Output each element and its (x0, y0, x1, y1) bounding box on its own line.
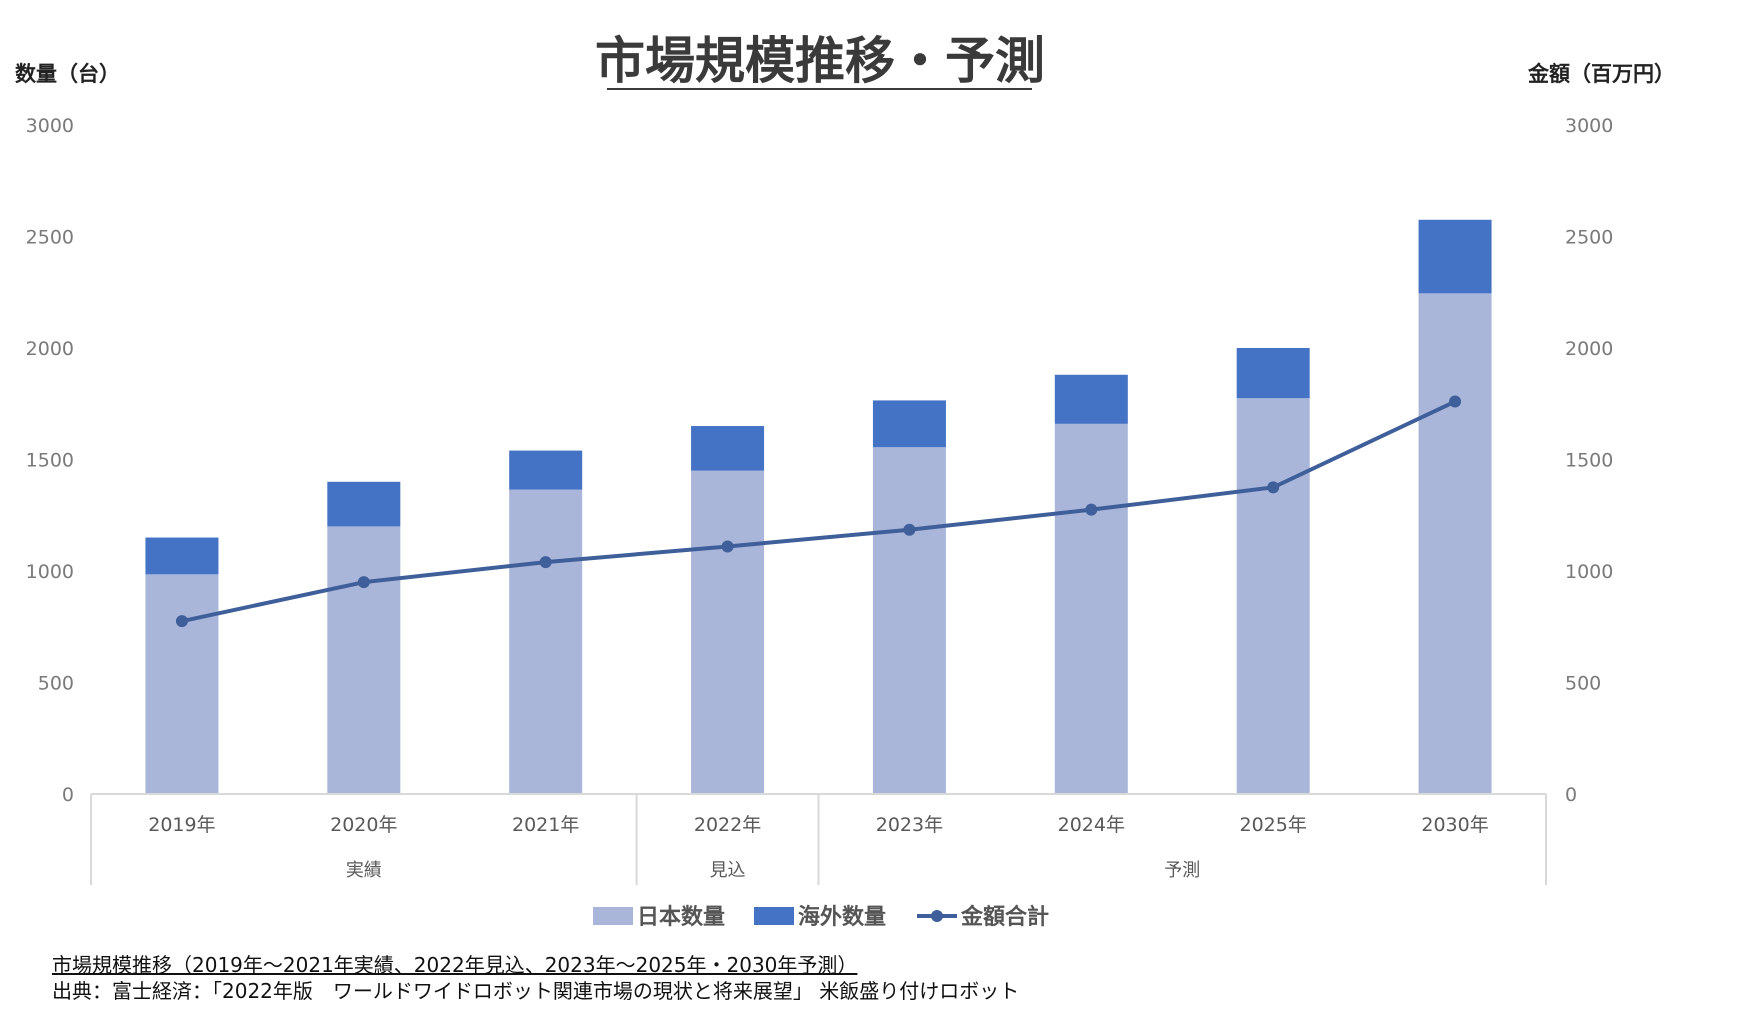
x-tick-label-4: 2023年 (876, 814, 943, 836)
y-tick-right-1000: 1000 (1565, 561, 1613, 583)
bar-japan-0 (145, 574, 219, 794)
line-point-1 (357, 576, 370, 589)
line-point-5 (1085, 503, 1098, 516)
bar-japan-6 (1236, 398, 1310, 794)
bar-overseas-1 (327, 481, 401, 527)
x-tick-label-5: 2024年 (1058, 814, 1125, 836)
line-point-7 (1449, 395, 1462, 408)
chart-caption: 市場規模推移（2019年～2021年実績、2022年見込、2023年～2025年… (52, 953, 858, 977)
y-tick-left-1000: 1000 (26, 561, 74, 583)
legend-marker-2 (931, 910, 943, 922)
bar-japan-3 (691, 470, 765, 794)
line-point-3 (721, 540, 734, 553)
legend-swatch-0 (593, 907, 633, 925)
y-tick-right-1500: 1500 (1565, 450, 1613, 472)
bar-japan-2 (509, 489, 583, 794)
y-tick-right-2500: 2500 (1565, 227, 1613, 249)
y-tick-left-1500: 1500 (26, 450, 74, 472)
group-label-2: 予測 (1164, 860, 1200, 881)
bar-overseas-5 (1054, 374, 1128, 424)
y-tick-right-3000: 3000 (1565, 115, 1613, 137)
source-note: 出典：富士経済：「2022年版 ワールドワイドロボット関連市場の現状と将来展望」… (52, 979, 1020, 1003)
y-tick-left-500: 500 (38, 673, 74, 695)
left-axis-title: 数量（台） (15, 62, 120, 86)
x-tick-label-0: 2019年 (148, 814, 215, 836)
legend-label-1: 海外数量 (798, 904, 886, 930)
bar-overseas-6 (1236, 348, 1310, 399)
bar-overseas-4 (872, 400, 946, 448)
line-point-2 (539, 556, 552, 569)
bar-japan-5 (1054, 423, 1128, 794)
group-label-0: 実績 (346, 860, 382, 881)
legend-label-0: 日本数量 (637, 904, 725, 930)
line-point-6 (1267, 481, 1280, 494)
y-tick-right-0: 0 (1565, 784, 1577, 806)
y-tick-left-2000: 2000 (26, 338, 74, 360)
line-point-4 (903, 523, 916, 536)
y-tick-right-500: 500 (1565, 673, 1601, 695)
group-label-1: 見込 (710, 860, 746, 881)
line-amount-total (179, 399, 1458, 624)
x-tick-label-6: 2025年 (1240, 814, 1307, 836)
bar-overseas-2 (509, 450, 583, 490)
chart-title: 市場規模推移・予測 (595, 32, 1045, 90)
y-tick-left-3000: 3000 (26, 115, 74, 137)
y-tick-right-2000: 2000 (1565, 338, 1613, 360)
bar-japan-7 (1418, 293, 1492, 794)
x-tick-label-1: 2020年 (330, 814, 397, 836)
x-tick-label-7: 2030年 (1421, 814, 1488, 836)
legend: 日本数量 海外数量 金額合計 (593, 904, 1049, 930)
y-tick-left-2500: 2500 (26, 227, 74, 249)
legend-label-2: 金額合計 (960, 904, 1049, 930)
bar-overseas-0 (145, 537, 219, 575)
x-tick-label-2: 2021年 (512, 814, 579, 836)
bar-japan-1 (327, 526, 401, 794)
right-axis-title: 金額（百万円） (1527, 62, 1675, 86)
line-point-0 (175, 615, 188, 628)
bar-japan-4 (872, 447, 946, 794)
legend-swatch-1 (754, 907, 794, 925)
bar-overseas-3 (691, 426, 765, 471)
y-tick-left-0: 0 (62, 784, 74, 806)
plot-area: 0 0 500 500 1000 1000 1500 1500 2000 2000 2500 2500… (26, 115, 1613, 885)
bar-overseas-7 (1418, 219, 1492, 294)
x-tick-label-3: 2022年 (694, 814, 761, 836)
